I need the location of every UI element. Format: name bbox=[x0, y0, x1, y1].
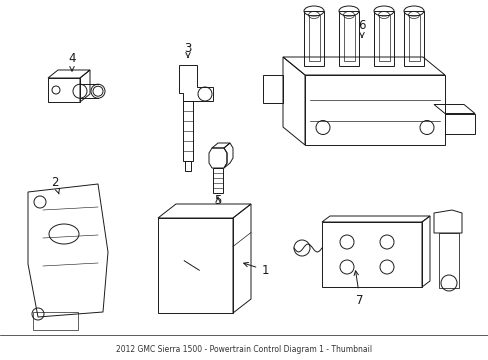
Text: 7: 7 bbox=[353, 271, 363, 306]
Text: 2: 2 bbox=[51, 176, 60, 194]
Text: 6: 6 bbox=[358, 18, 365, 37]
Text: 1: 1 bbox=[243, 262, 268, 276]
Text: 2012 GMC Sierra 1500 - Powertrain Control Diagram 1 - Thumbnail: 2012 GMC Sierra 1500 - Powertrain Contro… bbox=[116, 346, 371, 355]
Text: 4: 4 bbox=[68, 51, 76, 71]
Text: 3: 3 bbox=[184, 41, 191, 57]
Text: 5: 5 bbox=[214, 194, 221, 207]
